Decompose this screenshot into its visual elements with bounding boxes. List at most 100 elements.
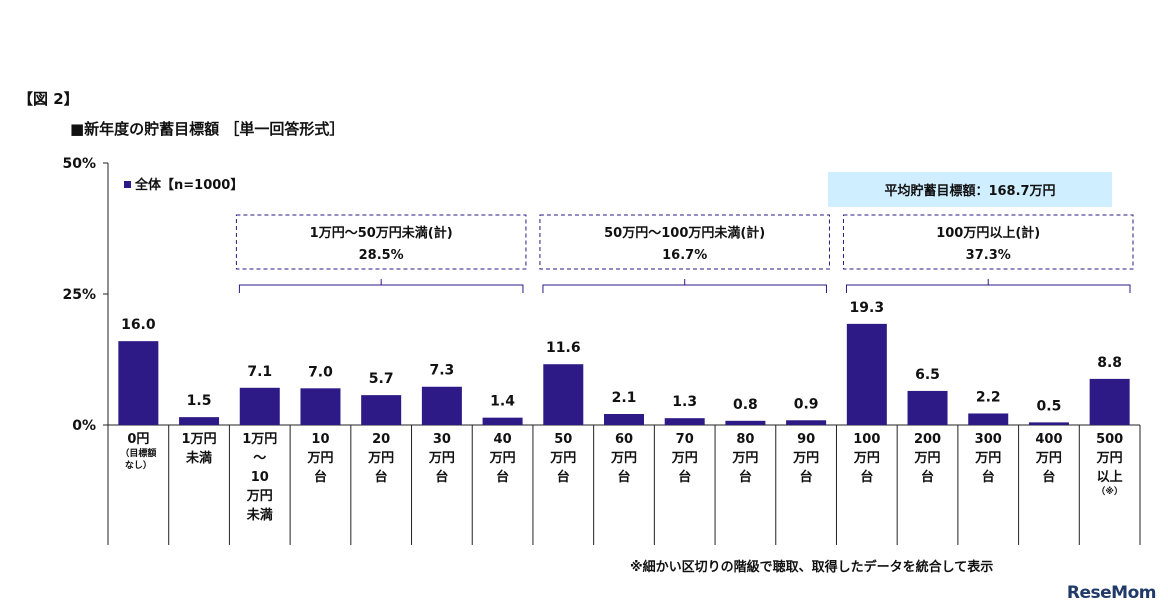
group-brace [845,279,1131,293]
bar [1089,378,1130,425]
data-label: 7.3 [429,363,454,379]
data-label: 5.7 [369,371,394,387]
y-tick-label: 25% [62,287,96,303]
group-total: 37.3% [966,248,1011,263]
x-tick-label: 万円 [428,451,455,466]
x-tick-label: 10 [251,470,269,485]
group-box [842,214,1134,270]
bar [846,323,887,425]
bar [664,418,705,425]
x-tick-label: 台 [678,469,691,485]
x-tick-label: 台 [435,469,448,485]
legend-swatch [124,181,131,188]
data-label: 0.9 [794,396,819,412]
x-tick-label: 万円 [1096,451,1123,466]
group-total: 16.7% [662,248,707,263]
chart-title: ■新年度の貯蓄目標額 ［単一回答形式］ [70,120,345,138]
bar [907,390,948,425]
x-tick-label: 万円 [731,451,758,466]
x-tick-label: 万円 [246,489,273,504]
group-box [235,214,527,270]
x-tick-label: 10 [311,432,329,447]
bar [482,417,523,425]
x-tick-label: 台 [375,469,388,485]
x-tick-label: 台 [800,469,813,485]
figure-label: 【図 2】 [18,90,79,108]
bar [361,395,402,425]
x-tick-label: 80 [736,432,754,447]
x-tick-label: 400 [1035,432,1062,447]
data-label: 1.3 [672,394,697,410]
y-tick-label: 0% [72,418,96,434]
x-tick-label: 台 [617,469,630,485]
x-tick-label: 万円 [974,451,1001,466]
x-tick-label: 200 [914,432,941,447]
x-tick-label: 万円 [671,451,698,466]
data-label: 8.8 [1097,355,1122,371]
group-brace [542,279,827,293]
x-tick-label: 台 [314,469,327,485]
bar [543,364,584,425]
x-tick-label: 万円 [549,451,576,466]
x-tick-label: 台 [921,469,934,485]
bar [968,413,1009,425]
x-tick-label: 60 [615,432,633,447]
x-tick-label: 万円 [853,451,880,466]
group-brace [238,279,524,293]
x-tick-label: 未満 [246,507,273,523]
group-total: 28.5% [359,248,404,263]
group-label: 1万円～50万円未満(計) [310,225,453,241]
data-label: 16.0 [121,317,156,333]
x-tick-label: 未満 [185,450,212,466]
x-tick-label: 30 [433,432,451,447]
group-label: 50万円～100万円未満(計) [604,225,765,241]
x-tick-note: （目標額 [120,447,156,459]
x-tick-label: 台 [557,469,570,485]
x-tick-label: 万円 [367,451,394,466]
x-tick-note: （※） [1096,486,1123,497]
x-tick-label: 万円 [792,451,819,466]
x-tick-label: 40 [494,432,512,447]
average-label: 平均貯蓄目標額：168.7万円 [884,183,1055,199]
x-tick-label: 万円 [914,451,941,466]
x-tick-label: 万円 [489,451,516,466]
bar [421,386,462,425]
data-label: 19.3 [850,300,885,316]
bar [118,341,159,425]
x-tick-label: 以上 [1097,470,1123,485]
legend-label: 全体【n=1000】 [134,177,243,193]
data-label: 2.1 [612,390,637,406]
group-label: 100万円以上(計) [936,225,1040,241]
x-tick-label: 20 [372,432,390,447]
data-label: 0.8 [733,397,758,413]
x-tick-label: 1万円 [182,432,217,447]
x-tick-label: 0円 [127,432,149,447]
data-label: 0.5 [1037,398,1062,414]
watermark-logo: ReseMom [1066,583,1157,603]
x-tick-label: 万円 [1035,451,1062,466]
bar [725,420,766,425]
group-box [539,214,830,270]
bar [786,420,827,425]
x-tick-label: 台 [1042,469,1055,485]
x-tick-label: 90 [797,432,815,447]
bar [1028,422,1069,425]
x-tick-label: 300 [975,432,1002,447]
x-tick-label: ～ [253,451,266,466]
data-label: 11.6 [546,340,581,356]
data-label: 7.0 [308,364,333,380]
data-label: 2.2 [976,389,1001,405]
average-box [828,172,1112,207]
x-tick-label: 万円 [610,451,637,466]
x-tick-label: 台 [496,469,509,485]
x-tick-label: 台 [982,469,995,485]
x-tick-label: 70 [676,432,694,447]
y-tick-label: 50% [62,156,96,172]
data-label: 7.1 [247,364,272,380]
x-tick-label: 1万円 [242,432,277,447]
x-tick-label: 500 [1096,432,1123,447]
bar [239,387,280,425]
x-tick-label: 万円 [306,451,333,466]
x-tick-note: なし） [125,460,152,471]
